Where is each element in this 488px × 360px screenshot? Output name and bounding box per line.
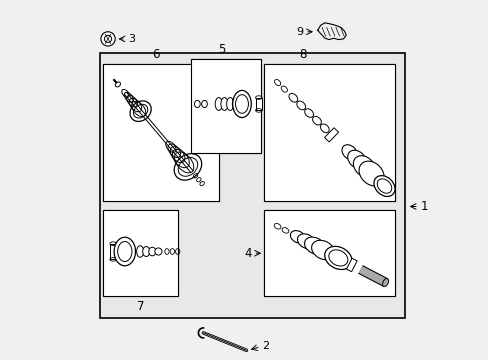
Ellipse shape — [382, 279, 388, 287]
Bar — [264, 210, 394, 296]
Text: 5: 5 — [218, 43, 225, 56]
Ellipse shape — [232, 98, 239, 111]
Text: 6: 6 — [152, 49, 159, 62]
Text: 7: 7 — [137, 300, 144, 313]
Ellipse shape — [347, 150, 366, 168]
Bar — [103, 64, 219, 202]
Ellipse shape — [142, 247, 149, 257]
Bar — [255, 98, 262, 111]
Ellipse shape — [221, 98, 227, 111]
Ellipse shape — [148, 247, 156, 256]
Bar — [190, 59, 260, 153]
Bar — [100, 53, 405, 318]
Ellipse shape — [311, 240, 334, 260]
Text: 4: 4 — [244, 247, 251, 260]
Bar — [324, 128, 338, 142]
Ellipse shape — [290, 231, 305, 243]
Ellipse shape — [312, 116, 321, 125]
Ellipse shape — [288, 94, 297, 102]
Text: 8: 8 — [299, 49, 306, 62]
Text: 1: 1 — [419, 200, 427, 213]
Ellipse shape — [324, 246, 351, 270]
Bar — [264, 64, 394, 202]
Bar — [110, 244, 116, 259]
Ellipse shape — [296, 101, 305, 110]
Ellipse shape — [215, 98, 222, 111]
Ellipse shape — [353, 156, 374, 177]
Ellipse shape — [226, 98, 233, 111]
Bar — [103, 210, 178, 296]
Ellipse shape — [297, 234, 314, 249]
Ellipse shape — [341, 145, 356, 160]
Ellipse shape — [136, 246, 143, 257]
Bar — [264, 210, 394, 296]
Ellipse shape — [304, 109, 313, 117]
Bar — [346, 258, 356, 272]
Ellipse shape — [232, 90, 251, 118]
Bar — [103, 210, 178, 296]
Bar — [190, 59, 260, 153]
Ellipse shape — [358, 161, 383, 186]
Ellipse shape — [114, 237, 135, 266]
Ellipse shape — [304, 237, 324, 254]
Ellipse shape — [155, 248, 162, 255]
Text: 2: 2 — [262, 341, 269, 351]
Bar — [103, 64, 219, 202]
Text: 9: 9 — [296, 27, 303, 37]
Ellipse shape — [320, 124, 328, 132]
Bar — [264, 64, 394, 202]
Circle shape — [101, 32, 115, 46]
Polygon shape — [358, 266, 387, 286]
Circle shape — [104, 35, 111, 42]
Text: 3: 3 — [127, 34, 134, 44]
Ellipse shape — [373, 176, 394, 197]
